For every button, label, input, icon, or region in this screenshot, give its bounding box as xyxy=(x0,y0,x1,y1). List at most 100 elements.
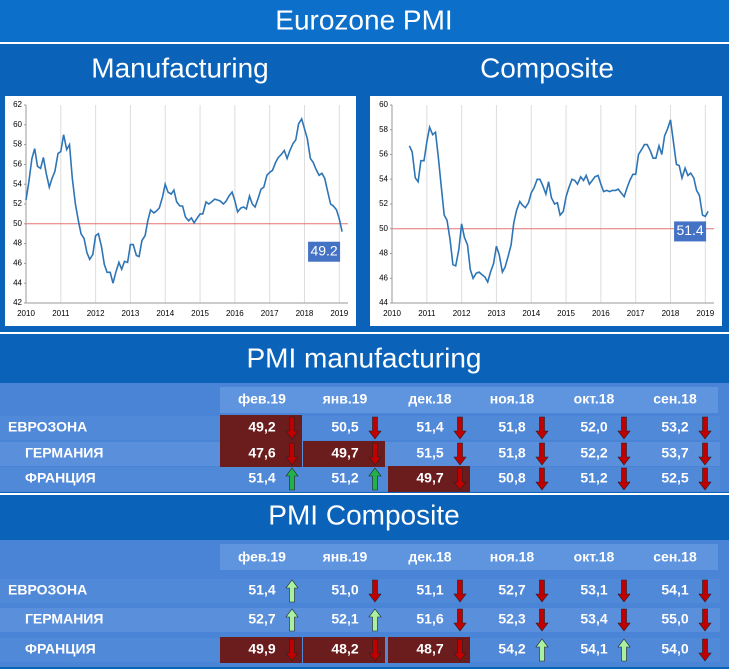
column-header: фев.19 xyxy=(238,549,286,565)
cell-value: 51,4 xyxy=(248,582,275,598)
cell-value: 52,1 xyxy=(331,611,358,627)
page-title: Eurozone PMI xyxy=(275,4,452,35)
cell-value: 49,2 xyxy=(248,419,275,435)
x-tick-label: 2013 xyxy=(122,309,140,318)
x-tick-label: 2015 xyxy=(191,309,209,318)
x-tick-label: 2013 xyxy=(488,309,506,318)
column-header: янв.19 xyxy=(323,549,368,565)
column-header: окт.18 xyxy=(574,391,615,407)
cell-value: 48,7 xyxy=(416,641,443,657)
x-tick-label: 2011 xyxy=(52,309,70,318)
trend-arrow xyxy=(535,608,549,632)
trend-arrow xyxy=(698,416,712,440)
trend-arrow xyxy=(368,638,382,662)
cell-value: 52,7 xyxy=(498,582,525,598)
cell-value: 51,0 xyxy=(331,582,358,598)
table-title: PMI manufacturing xyxy=(247,342,482,373)
cell-value: 52,0 xyxy=(580,419,607,435)
cell-value: 50,5 xyxy=(331,419,358,435)
y-tick-label: 58 xyxy=(379,125,388,134)
trend-arrow xyxy=(617,442,631,466)
x-tick-label: 2017 xyxy=(627,309,645,318)
chart-title: Manufacturing xyxy=(91,52,268,83)
x-tick-label: 2018 xyxy=(662,309,680,318)
trend-arrow xyxy=(698,442,712,466)
trend-arrow xyxy=(453,467,467,491)
y-tick-label: 60 xyxy=(13,120,22,129)
trend-arrow xyxy=(453,608,467,632)
column-header: янв.19 xyxy=(323,391,368,407)
column-header: ноя.18 xyxy=(490,549,535,565)
cell-value: 51,5 xyxy=(416,445,443,461)
table-title: PMI Composite xyxy=(268,499,459,530)
row-label: ФРАНЦИЯ xyxy=(25,641,96,657)
row-label: ФРАНЦИЯ xyxy=(25,470,96,486)
cell-value: 51,4 xyxy=(248,470,275,486)
row-bg xyxy=(0,579,720,603)
y-tick-label: 50 xyxy=(379,224,388,233)
trend-arrow xyxy=(535,442,549,466)
trend-arrow xyxy=(368,579,382,603)
value-label: 51.4 xyxy=(676,222,703,238)
x-tick-label: 2010 xyxy=(383,309,401,318)
table-header-bg xyxy=(220,387,718,413)
trend-arrow xyxy=(617,638,631,662)
cell-value: 51,8 xyxy=(498,419,525,435)
trend-arrow xyxy=(535,416,549,440)
x-tick-label: 2014 xyxy=(522,309,540,318)
y-tick-label: 60 xyxy=(379,100,388,109)
cell-value: 53,2 xyxy=(661,419,688,435)
x-tick-label: 2016 xyxy=(226,309,244,318)
y-tick-label: 48 xyxy=(13,239,22,248)
cell-value: 53,1 xyxy=(580,582,607,598)
y-tick-label: 52 xyxy=(13,199,22,208)
cell-value: 54,2 xyxy=(498,641,525,657)
trend-arrow xyxy=(368,608,382,632)
column-header: ноя.18 xyxy=(490,391,535,407)
y-tick-label: 52 xyxy=(379,199,388,208)
x-tick-label: 2019 xyxy=(696,309,714,318)
cell-value: 51,2 xyxy=(331,470,358,486)
trend-arrow xyxy=(368,416,382,440)
cell-value: 51,1 xyxy=(416,582,443,598)
cell-value: 49,7 xyxy=(331,445,358,461)
highlight-cell xyxy=(388,466,470,492)
column-header: дек.18 xyxy=(408,391,451,407)
cell-value: 54,1 xyxy=(580,641,607,657)
cell-value: 53,4 xyxy=(580,611,607,627)
y-tick-label: 48 xyxy=(379,249,388,258)
cell-value: 54,0 xyxy=(661,641,688,657)
cell-value: 55,0 xyxy=(661,611,688,627)
cell-value: 51,2 xyxy=(580,470,607,486)
x-tick-label: 2011 xyxy=(418,309,436,318)
title-bar xyxy=(0,0,729,42)
column-header: сен.18 xyxy=(653,549,697,565)
x-tick-label: 2016 xyxy=(592,309,610,318)
trend-arrow xyxy=(453,638,467,662)
x-tick-label: 2014 xyxy=(156,309,174,318)
trend-arrow xyxy=(617,579,631,603)
highlight-cell xyxy=(220,441,302,467)
y-tick-label: 46 xyxy=(379,273,388,282)
column-header: дек.18 xyxy=(408,549,451,565)
trend-arrow xyxy=(285,608,299,632)
line-series xyxy=(25,116,343,284)
cell-value: 47,6 xyxy=(248,445,275,461)
row-label: ЕВРОЗОНА xyxy=(8,582,87,598)
value-label-box xyxy=(674,221,707,242)
trend-arrow xyxy=(368,442,382,466)
trend-arrow xyxy=(285,467,299,491)
y-tick-label: 54 xyxy=(379,174,388,183)
trend-arrow xyxy=(535,467,549,491)
row-label: ГЕРМАНИЯ xyxy=(25,445,103,461)
cell-value: 52,2 xyxy=(580,445,607,461)
row-bg xyxy=(0,608,720,632)
trend-arrow xyxy=(285,579,299,603)
x-tick-label: 2017 xyxy=(261,309,279,318)
line-series xyxy=(408,119,709,285)
x-tick-label: 2010 xyxy=(17,309,35,318)
cell-value: 49,7 xyxy=(416,470,443,486)
trend-arrow xyxy=(535,579,549,603)
column-header: сен.18 xyxy=(653,391,697,407)
y-tick-label: 44 xyxy=(379,298,388,307)
